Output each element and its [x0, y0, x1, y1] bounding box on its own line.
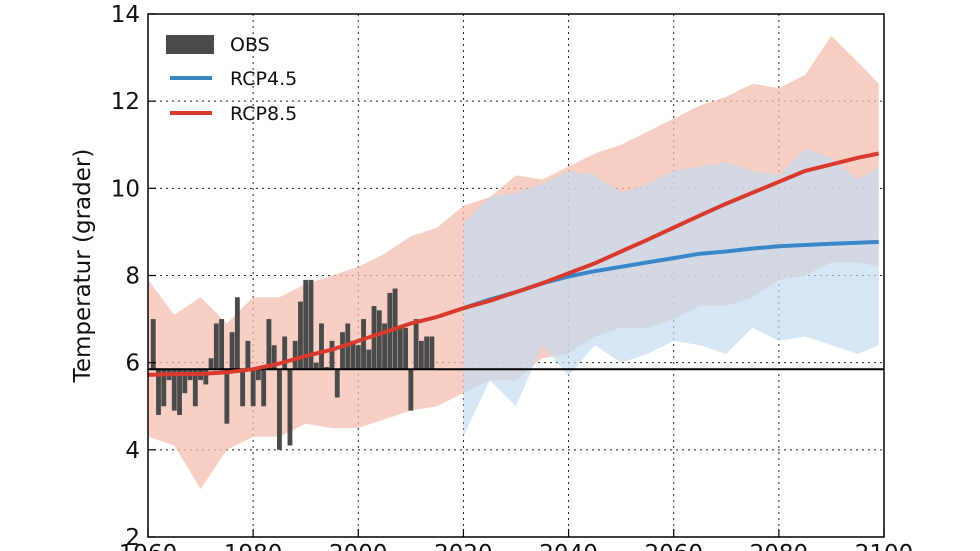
rcp85-line [147, 151, 880, 377]
obs-bar-1977 [234, 297, 240, 370]
rcp45-band-area [463, 149, 879, 437]
y-tick-label-10: 10 [111, 176, 140, 202]
obs-bar-2011 [413, 319, 419, 370]
obs-bar-1983 [266, 319, 272, 370]
obs-bar-1993 [319, 323, 324, 370]
obs-bar-1985 [277, 369, 282, 450]
obs-bar-1980 [250, 369, 256, 407]
obs-bar-1996 [334, 369, 340, 398]
y-tick-labels: 2 4 6 8 10 12 14 [111, 2, 156, 551]
obs-bar-1987 [287, 369, 293, 446]
y-axis-label: Temperatur (grader) [70, 149, 96, 384]
obs-bar-1997 [340, 332, 345, 370]
obs-bar-2001 [361, 319, 366, 370]
x-tick-label-2100: 2100 [855, 541, 914, 551]
y-tick-label-6: 6 [125, 351, 140, 377]
obs-bar-1995 [329, 340, 335, 370]
obs-bar-1971 [203, 369, 209, 385]
y-tick-label-12: 12 [111, 89, 140, 115]
obs-bar-2010 [408, 369, 414, 411]
obs-bar-1961 [150, 319, 156, 370]
obs-bar-1991 [308, 279, 314, 370]
x-tick-label-1960: 1960 [119, 541, 178, 551]
obs-bar-1966 [177, 369, 182, 415]
legend-label-rcp45: RCP4.5 [230, 68, 297, 90]
obs-bar-1994 [324, 367, 330, 370]
obs-bar-1989 [298, 301, 303, 370]
obs-bar-1973 [213, 323, 219, 370]
obs-bar-1965 [171, 369, 177, 411]
obs-bars [150, 279, 435, 450]
rcp85-series [147, 151, 880, 377]
obs-bar-1999 [350, 340, 356, 370]
y-tick-label-14: 14 [111, 2, 140, 28]
obs-bar-1990 [303, 279, 309, 370]
obs-bar-1988 [292, 340, 298, 370]
x-tick-label-2060: 2060 [644, 541, 703, 551]
obs-bar-1975 [224, 369, 230, 424]
x-tick-label-1980: 1980 [224, 541, 283, 551]
obs-bar-2009 [403, 327, 409, 370]
obs-bar-2004 [376, 310, 382, 370]
obs-bar-2005 [382, 323, 387, 370]
obs-bar-1976 [229, 332, 235, 370]
y-tick-label-2: 2 [125, 525, 140, 551]
obs-bar-1979 [245, 340, 251, 370]
x-tick-label-2020: 2020 [434, 541, 493, 551]
obs-bar-2014 [429, 336, 435, 370]
obs-bar-1967 [182, 369, 188, 394]
obs-bar-1982 [261, 369, 267, 407]
obs-bar-2008 [397, 327, 403, 370]
obs-bar-2002 [366, 349, 372, 370]
obs-bar-1981 [255, 369, 261, 381]
obs-bar-2000 [355, 345, 361, 370]
obs-bar-1962 [156, 369, 161, 415]
obs-bar-1986 [282, 336, 288, 370]
legend-label-obs: OBS [230, 34, 270, 56]
x-tick-label-2000: 2000 [329, 541, 388, 551]
legend-label-rcp85: RCP8.5 [230, 103, 297, 125]
legend: OBS RCP4.5 RCP8.5 [166, 34, 297, 125]
x-tick-label-2040: 2040 [539, 541, 598, 551]
legend-swatch-obs [166, 35, 214, 54]
obs-bar-1974 [219, 319, 225, 370]
rcp45-range-band [463, 149, 879, 437]
obs-bar-1969 [192, 369, 198, 407]
y-tick-label-8: 8 [125, 264, 140, 290]
obs-bar-1963 [161, 369, 167, 407]
obs-bar-1972 [208, 358, 214, 370]
obs-bar-2013 [424, 336, 430, 370]
obs-bar-1978 [240, 369, 246, 407]
x-tick-labels: 1960 1980 2000 2020 2040 2060 2080 2100 [119, 529, 914, 551]
obs-bar-1992 [313, 362, 319, 370]
obs-bar-1984 [271, 345, 277, 370]
obs-bar-2012 [418, 340, 424, 370]
x-tick-label-2080: 2080 [750, 541, 809, 551]
y-tick-label-4: 4 [125, 438, 140, 464]
